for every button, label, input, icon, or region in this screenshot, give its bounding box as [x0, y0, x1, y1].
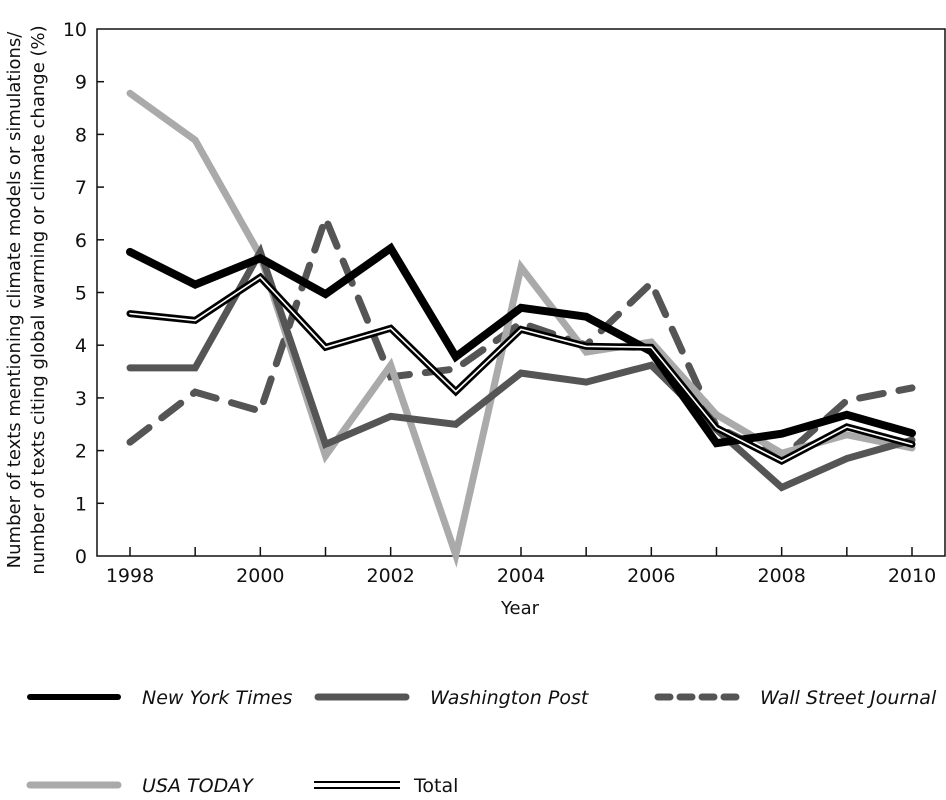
legend-label: New York Times [142, 687, 293, 709]
legend-item-new-york-times: New York Times [27, 687, 293, 709]
y-tick-label: 0 [75, 546, 87, 568]
y-tick-label: 4 [75, 335, 87, 357]
y-tick-label: 5 [75, 283, 87, 305]
y-tick-label: 10 [63, 19, 87, 41]
series-wall-street-journal [126, 208, 916, 463]
y-axis-title-line-1: Number of texts mentioning climate model… [4, 31, 25, 569]
series-line-wall-street-journal [126, 208, 916, 463]
x-tick-label: 2002 [366, 565, 414, 587]
x-tick-label: 2000 [236, 565, 284, 587]
x-tick-label: 1998 [106, 565, 154, 587]
series-usa-today [126, 89, 916, 568]
legend-label: Washington Post [430, 687, 590, 709]
legend-item-washington-post: Washington Post [314, 687, 590, 709]
legend-label: Total [413, 775, 458, 797]
series-total [126, 272, 916, 466]
series-line-usa-today [126, 89, 916, 568]
y-tick-label: 1 [75, 493, 87, 515]
series-new-york-times [126, 242, 916, 448]
legend-item-total: Total [314, 775, 458, 797]
x-tick-label: 2008 [757, 565, 805, 587]
legend-item-usa-today: USA TODAY [26, 775, 254, 797]
legend-item-wall-street-journal: Wall Street Journal [654, 687, 937, 709]
x-tick-label: 2004 [497, 565, 545, 587]
y-axis-title-line-2: number of texts citing global warming or… [28, 25, 49, 574]
legend: New York Times Washington Post Wall Street… [26, 687, 937, 797]
x-tick-label: 2010 [888, 565, 936, 587]
y-tick-label: 8 [75, 124, 87, 146]
x-tick-label: 2006 [627, 565, 675, 587]
y-axis: 0 1 2 3 4 5 6 7 8 9 10 [63, 19, 104, 568]
y-tick-label: 6 [75, 230, 87, 252]
series-line-washington-post [126, 243, 916, 492]
y-axis-title: Number of texts mentioning climate model… [4, 25, 49, 574]
x-axis-title: Year [500, 598, 540, 619]
legend-label: Wall Street Journal [760, 687, 937, 709]
plot-frame [96, 28, 946, 557]
legend-label: USA TODAY [142, 775, 254, 797]
y-tick-label: 2 [75, 441, 87, 463]
series-line-new-york-times [126, 242, 916, 448]
series-layer [126, 89, 916, 568]
y-tick-label: 3 [75, 388, 87, 410]
y-tick-label: 7 [75, 177, 87, 199]
series-washington-post [126, 243, 916, 492]
series-line-total-inner [129, 276, 913, 463]
y-tick-label: 9 [75, 72, 87, 94]
x-axis: 1998 2000 2002 2004 2006 2008 2010 [106, 547, 936, 587]
